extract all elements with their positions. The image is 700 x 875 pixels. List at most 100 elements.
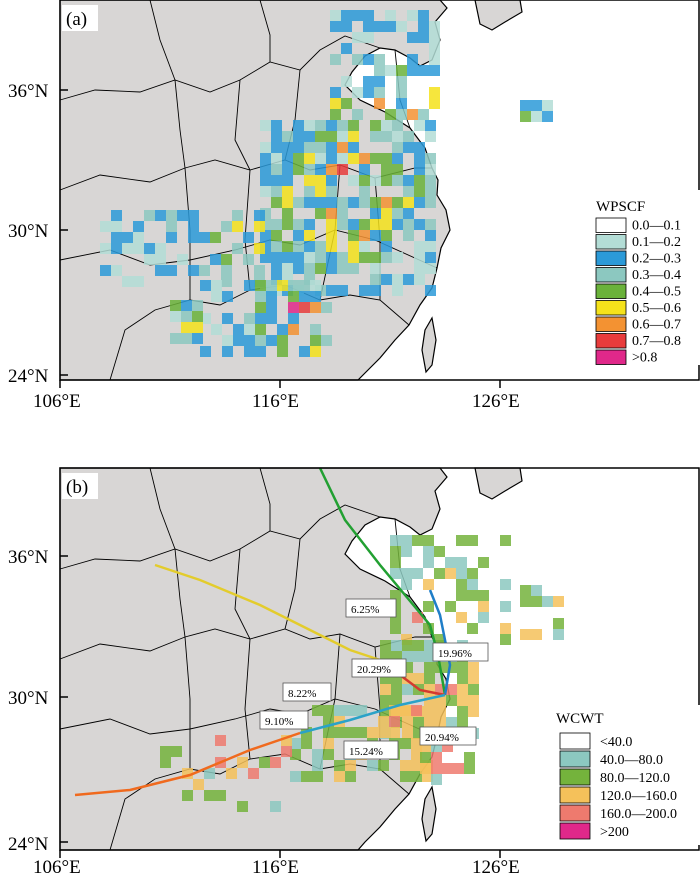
a-cell-156 [326, 197, 337, 208]
legend-a-swatch-8 [595, 349, 627, 365]
b-cell-142 [323, 727, 334, 738]
b-cell-27 [500, 579, 511, 590]
b-cell-109 [435, 706, 446, 717]
a-cell-230 [293, 263, 304, 274]
b-cell-94 [446, 684, 457, 695]
a-cell-253 [337, 285, 348, 296]
a-cell-4 [385, 10, 396, 21]
a-cell-19 [429, 32, 440, 43]
b-cell-115 [413, 717, 424, 728]
a-cell-221 [348, 252, 359, 263]
a-cell-33 [429, 65, 440, 76]
b-cell-89 [391, 684, 402, 695]
b-cell-46 [434, 634, 445, 645]
b-cell-205 [204, 768, 215, 779]
a-cell-291 [155, 254, 166, 265]
b-cell-83 [402, 673, 413, 684]
a-cell-185 [381, 219, 392, 230]
a-cell-325 [266, 302, 277, 313]
a-cell-172 [381, 208, 392, 219]
a-cell-108 [359, 153, 370, 164]
a-cell-85 [403, 131, 414, 142]
a-cell-62 [271, 120, 282, 131]
a-cell-17 [407, 32, 418, 43]
a-cell-47 [396, 98, 407, 109]
a-cell-206 [315, 241, 326, 252]
a-cell-150 [425, 186, 436, 197]
a-cell-26 [407, 54, 418, 65]
a-cell-9 [363, 21, 374, 32]
a-cell-54 [418, 109, 429, 120]
b-cell-11 [390, 557, 401, 568]
b-cell-16 [390, 568, 401, 579]
b-cell-10 [434, 546, 445, 557]
b-cell-158 [323, 749, 334, 760]
a-cell-278 [188, 232, 199, 243]
a-cell-29 [385, 65, 396, 76]
a-cell-213 [260, 252, 271, 263]
y-tick-30n: 30°N [8, 221, 49, 242]
a-cell-120 [326, 164, 337, 175]
traj-label-6-25: 6.25% [351, 604, 379, 616]
b-cell-38 [412, 612, 423, 623]
b-cell-6 [500, 535, 511, 546]
a-cell-354 [255, 346, 266, 357]
a-cell-266 [100, 221, 111, 232]
a-cell-171 [370, 208, 381, 219]
b-cell-52 [542, 596, 553, 607]
legend-a-swatch-3 [595, 267, 627, 283]
map-b-frame [59, 467, 700, 851]
a-cell-189 [425, 219, 436, 230]
a-cell-261 [166, 210, 177, 221]
b-cell-55 [520, 629, 531, 640]
b-cell-140 [389, 716, 400, 727]
b-cell-3 [423, 535, 434, 546]
a-cell-254 [359, 285, 370, 296]
panel-a-wpscf-map: WPSCF 0.0—0.1 0.1—0.2 0.2—0.3 0.3—0.4 0.4—0.… [0, 0, 700, 410]
a-cell-170 [337, 208, 348, 219]
legend-a-swatch-0 [595, 217, 627, 233]
traj-label-15-24: 15.24% [349, 746, 383, 758]
a-cell-147 [359, 186, 370, 197]
a-cell-148 [403, 186, 414, 197]
b-cell-117 [435, 717, 446, 728]
legend-b-swatch-5 [559, 822, 591, 840]
a-cell-241 [304, 274, 315, 285]
b-cell-119 [457, 717, 468, 728]
a-cell-86 [425, 131, 436, 142]
b-cell-139 [378, 716, 389, 727]
a-cell-277 [166, 232, 177, 243]
a-cell-169 [326, 208, 337, 219]
map-b-svg: 6.25% 19.96% 20.29% 8.22% 9.10% 20.94% 1… [8, 467, 700, 875]
traj-label-9-10: 9.10% [265, 716, 293, 728]
a-cell-211 [414, 241, 425, 252]
b-cell-47 [500, 634, 511, 645]
b-cell-208 [193, 779, 204, 790]
legend-a-label-1: 0.1—0.2 [632, 235, 681, 250]
a-cell-259 [144, 210, 155, 221]
a-cell-255 [370, 285, 381, 296]
a-cell-284 [122, 243, 133, 254]
legend-b: <40.0 40.0—80.0 80.0—120.0 120.0—160.0 160.0… [559, 732, 677, 840]
a-cell-159 [359, 197, 370, 208]
b-cell-30 [467, 590, 478, 601]
a-cell-273 [254, 221, 265, 232]
a-cell-137 [392, 175, 403, 186]
b-cell-20 [445, 568, 456, 579]
a-cell-119 [315, 164, 326, 175]
a-cell-92 [315, 142, 326, 153]
legend-a-label-2: 0.2—0.3 [632, 252, 681, 267]
a-cell-113 [425, 153, 436, 164]
a-cell-174 [403, 208, 414, 219]
a-cell-280 [210, 232, 221, 243]
a-cell-21 [429, 43, 440, 54]
b-cell-143 [334, 727, 345, 738]
a-cell-13 [418, 21, 429, 32]
a-cell-231 [304, 263, 315, 274]
a-cell-61 [260, 120, 271, 131]
a-cell-313 [277, 280, 288, 291]
a-cell-161 [381, 197, 392, 208]
a-cell-272 [232, 221, 243, 232]
a-cell-152 [282, 197, 293, 208]
b-cell-28 [390, 590, 401, 601]
